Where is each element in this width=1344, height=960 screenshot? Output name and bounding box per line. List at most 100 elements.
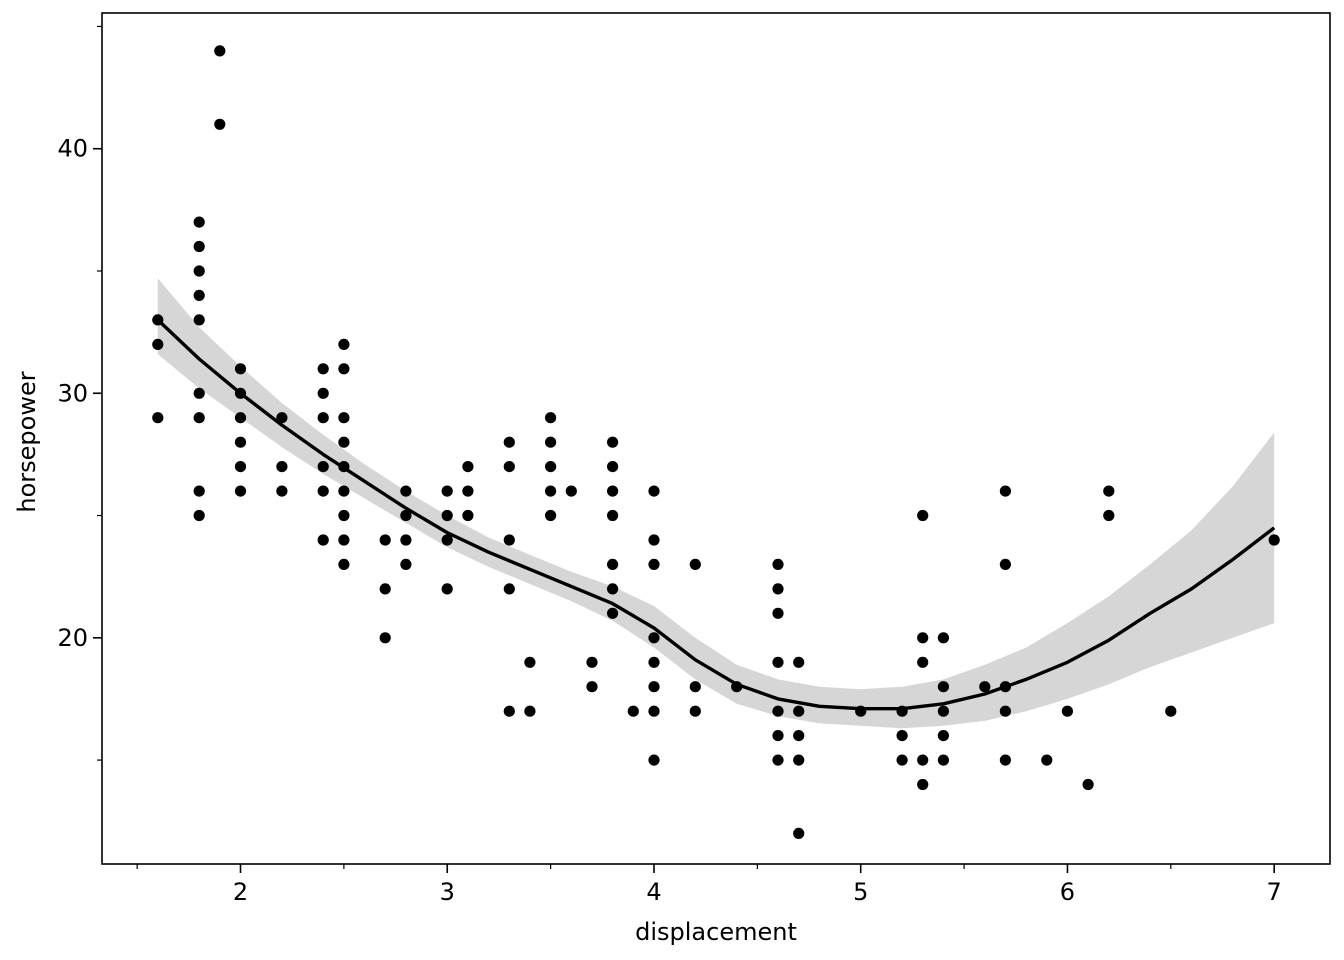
x-tick-label: 4 [646, 878, 661, 906]
data-point [400, 534, 412, 546]
data-point [648, 681, 660, 693]
data-point [545, 412, 557, 424]
y-axis-label: horsepower [13, 371, 41, 512]
data-point [999, 558, 1012, 571]
data-point [772, 656, 784, 668]
data-point [607, 607, 619, 619]
data-point [648, 485, 660, 497]
data-point [545, 485, 557, 497]
data-point [317, 534, 329, 546]
data-point [648, 534, 660, 546]
data-point [1082, 778, 1094, 791]
data-point [772, 754, 784, 766]
data-point [1268, 534, 1280, 546]
data-point [689, 681, 701, 693]
x-axis: 2 3 4 5 6 7 [136, 864, 1282, 906]
x-tick-label: 6 [1060, 878, 1075, 906]
data-point [793, 656, 805, 668]
data-point [607, 461, 619, 473]
data-point [462, 485, 474, 497]
data-point [338, 558, 350, 571]
confidence-band [157, 278, 1275, 729]
data-point [400, 485, 412, 497]
data-point [379, 534, 391, 546]
data-point [214, 118, 226, 130]
data-point [462, 509, 474, 522]
data-point [917, 656, 929, 668]
data-point [896, 730, 908, 742]
data-point [565, 485, 577, 497]
data-point [772, 607, 784, 619]
data-point [772, 558, 784, 571]
data-point [234, 363, 247, 375]
data-point [607, 485, 619, 497]
data-point [689, 705, 701, 717]
data-point [607, 509, 619, 522]
data-point [338, 509, 350, 522]
data-point [276, 485, 288, 497]
data-point [607, 583, 619, 595]
data-point [648, 632, 660, 644]
data-point [937, 754, 950, 766]
data-point [462, 461, 474, 473]
data-point [896, 754, 908, 766]
y-tick-label: 40 [57, 135, 88, 163]
y-tick-label: 20 [57, 624, 88, 652]
data-point [545, 436, 557, 448]
data-point [917, 754, 929, 766]
data-point [193, 314, 205, 326]
data-point [338, 412, 350, 424]
data-point [338, 338, 350, 350]
data-point [234, 461, 247, 473]
data-point [193, 509, 205, 522]
x-tick-label: 3 [440, 878, 455, 906]
data-point [1103, 509, 1115, 522]
data-point [648, 656, 660, 668]
data-point [317, 485, 329, 497]
data-point [503, 436, 515, 448]
x-tick-label: 5 [853, 878, 868, 906]
plot-frame [101, 12, 1331, 865]
data-point [999, 754, 1012, 766]
data-point [338, 363, 350, 375]
data-point [276, 412, 288, 424]
data-point [586, 681, 598, 693]
data-point [193, 485, 205, 497]
data-point [586, 656, 598, 668]
points-layer [152, 45, 1280, 840]
data-point [937, 681, 950, 693]
data-point [648, 754, 660, 766]
data-point [627, 705, 639, 717]
data-point [338, 534, 350, 546]
data-point [152, 338, 164, 350]
data-point [317, 363, 329, 375]
smooth-curve [156, 318, 1276, 711]
data-point [338, 485, 350, 497]
data-point [234, 485, 247, 497]
data-point [793, 827, 805, 840]
data-point [648, 705, 660, 717]
data-point [193, 240, 205, 253]
data-point [545, 509, 557, 522]
data-point [503, 461, 515, 473]
data-point [400, 509, 412, 522]
x-tick-label: 2 [233, 878, 248, 906]
data-point [793, 730, 805, 742]
data-point [607, 436, 619, 448]
data-point [152, 412, 164, 424]
data-point [503, 705, 515, 717]
data-point [441, 509, 453, 522]
data-point [379, 632, 391, 644]
data-point [793, 705, 805, 717]
data-point [193, 412, 205, 424]
data-point [937, 632, 950, 644]
confidence-band-layer [157, 278, 1275, 729]
data-point [689, 558, 701, 571]
data-point [193, 216, 205, 228]
data-point [234, 436, 247, 448]
smooth-curve-layer [156, 318, 1276, 711]
y-axis: 20 30 40 [57, 25, 102, 761]
data-point [503, 583, 515, 595]
data-point [917, 509, 929, 522]
